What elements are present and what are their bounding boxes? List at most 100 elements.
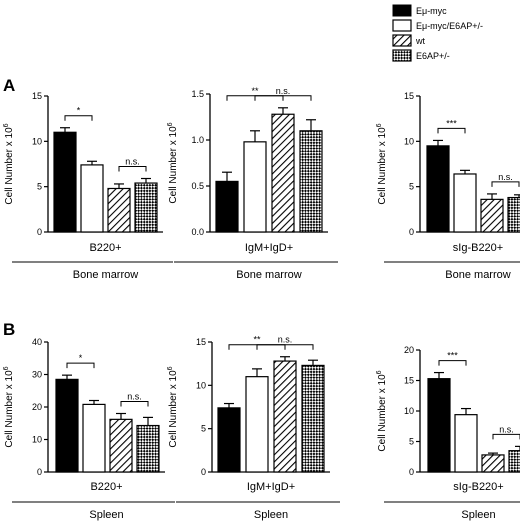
y-tick-label: 0 [37,227,42,237]
bar-open [243,141,267,233]
legend-swatch-hatch [392,34,412,47]
significance-bracket [438,360,467,366]
significance-label: n.s. [127,392,142,402]
chart-bone-marrow-sig-b220: 0 5 10 15 Cell Number x 106 *** n.s. sIg-B220+ B… [376,91,520,281]
bar-solid [215,180,239,233]
y-tick-label: 1.0 [191,135,204,145]
y-axis-label: Cell Number x 106 [3,123,15,204]
y-axis-label: Cell Number x 106 [376,123,388,204]
y-tick-label: 20 [404,345,414,355]
category-label: sIg-B220+ [453,481,503,493]
legend-label: E6AP+/- [416,51,450,61]
y-axis-label: Cell Number x 106 [167,366,179,447]
y-tick-label: 10 [404,136,414,146]
legend-label: Eμ-myc [416,6,447,16]
bar-checker [507,196,520,233]
significance-label: n.s. [278,335,293,345]
chart-spleen-sig-b220: 0 5 10 15 20 Cell Number x 106 *** n.s. sIg-B220… [376,345,520,521]
y-tick-label: 30 [32,370,42,380]
significance-bracket [64,115,93,121]
bar-solid [55,378,79,473]
bar-open [454,414,478,473]
significance-bracket [256,344,314,350]
chart-spleen-b220: 0 10 20 30 40 Cell Number x 106 * n.s. B220+ Sple… [3,337,175,521]
legend-label: Eμ-myc/E6AP+/- [416,21,483,31]
significance-label: ** [253,335,261,345]
group-label: Spleen [461,509,495,521]
significance-bracket [491,181,520,187]
panel-letter-a: A [3,76,15,95]
y-tick-label: 10 [32,136,42,146]
bar-checker [508,450,520,473]
y-tick-label: 5 [37,182,42,192]
y-tick-label: 10 [32,435,42,445]
y-tick-label: 0 [409,227,414,237]
category-label: IgM+IgD+ [245,242,293,254]
significance-label: n.s. [125,157,140,167]
y-tick-label: 15 [404,91,414,101]
y-tick-label: 40 [32,337,42,347]
chart-bone-marrow-b220: 0 5 10 15 Cell Number x 106 * n.s. B220+ Bone ma… [3,91,173,281]
bar-hatch [271,113,295,233]
legend-label: wt [415,36,425,46]
bar-hatch [107,187,131,233]
legend-item: Eμ-myc/E6AP+/- [392,19,483,32]
legend-swatch-solid [392,4,412,17]
bar-checker [134,182,158,233]
legend-swatch-checker [392,49,412,62]
group-label: Bone marrow [445,269,510,281]
group-label: Bone marrow [236,269,301,281]
bar-solid [53,131,77,233]
y-tick-label: 0 [201,467,206,477]
panel-letter-b: B [3,320,15,339]
bar-checker [136,424,160,473]
chart-bone-marrow-igm-igd: 0.0 0.5 1.0 1.5 Cell Number x 106 ** n.s. IgM+I… [167,86,338,281]
y-tick-label: 5 [409,437,414,447]
bar-open [453,173,477,233]
y-tick-label: 1.5 [191,89,204,99]
bar-hatch [109,418,133,473]
significance-label: *** [447,351,458,361]
y-tick-label: 15 [404,376,414,386]
y-tick-label: 10 [196,380,206,390]
y-tick-label: 0.0 [191,227,204,237]
significance-label: *** [446,118,457,128]
y-tick-label: 15 [196,337,206,347]
significance-bracket [492,433,520,440]
significance-label: ** [251,86,259,96]
significance-bracket [120,401,149,407]
group-label: Spleen [254,509,288,521]
bar-open [80,164,104,233]
bar-open [245,376,269,473]
y-tick-label: 5 [201,424,206,434]
significance-bracket [66,362,95,369]
bar-hatch [273,360,297,473]
category-label: IgM+IgD+ [247,481,295,493]
y-tick-label: 10 [404,406,414,416]
y-tick-label: 15 [32,91,42,101]
category-label: B220+ [89,242,121,254]
bar-solid [426,145,450,233]
category-label: sIg-B220+ [453,242,503,254]
y-axis-label: Cell Number x 106 [376,370,388,451]
significance-label: n.s. [498,172,513,182]
bar-open [82,403,106,473]
significance-label: * [79,353,83,363]
y-tick-label: 0 [37,467,42,477]
significance-bracket [118,166,147,172]
y-tick-label: 0.5 [191,181,204,191]
y-tick-label: 20 [32,402,42,412]
chart-spleen-igm-igd: 0 5 10 15 Cell Number x 106 ** n.s. IgM+IgD+ Spl… [167,335,340,521]
bar-hatch [481,454,505,473]
significance-label: n.s. [276,86,291,96]
y-tick-label: 0 [409,467,414,477]
y-tick-label: 5 [409,182,414,192]
significance-label: * [77,106,81,116]
legend-item: Eμ-myc [392,4,447,17]
y-axis-label: Cell Number x 106 [3,366,15,447]
significance-bracket [437,127,466,134]
legend: Eμ-myc Eμ-myc/E6AP+/- wt E6AP+/- [392,4,483,62]
group-label: Spleen [89,509,123,521]
significance-bracket [254,95,312,101]
